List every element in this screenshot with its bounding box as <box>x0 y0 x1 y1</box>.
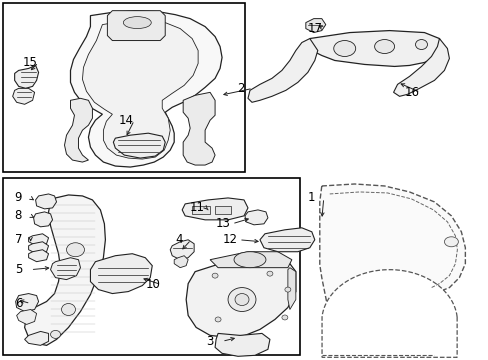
Polygon shape <box>215 333 269 356</box>
Polygon shape <box>305 19 325 32</box>
Polygon shape <box>186 260 295 337</box>
Polygon shape <box>29 234 48 246</box>
Bar <box>2 3 244 172</box>
Text: 16: 16 <box>404 86 419 99</box>
Polygon shape <box>170 240 194 260</box>
Polygon shape <box>29 250 48 262</box>
Text: 10: 10 <box>145 278 160 291</box>
Polygon shape <box>287 268 295 310</box>
Polygon shape <box>90 254 152 293</box>
Ellipse shape <box>235 293 248 306</box>
Text: 6: 6 <box>15 297 22 310</box>
Bar <box>215 206 230 214</box>
Bar <box>192 206 210 214</box>
Ellipse shape <box>415 40 427 50</box>
Polygon shape <box>64 98 92 162</box>
Polygon shape <box>13 88 35 104</box>
Ellipse shape <box>281 315 287 320</box>
Polygon shape <box>210 252 291 268</box>
Text: 17: 17 <box>307 22 322 35</box>
Polygon shape <box>393 39 448 96</box>
Text: 13: 13 <box>216 217 230 230</box>
Polygon shape <box>174 256 188 268</box>
Ellipse shape <box>227 288 255 311</box>
Ellipse shape <box>333 41 355 57</box>
Text: 5: 5 <box>15 263 22 276</box>
Polygon shape <box>24 332 48 345</box>
Polygon shape <box>182 198 247 220</box>
Text: 1: 1 <box>307 192 315 204</box>
Ellipse shape <box>444 237 457 247</box>
Polygon shape <box>322 270 456 357</box>
Polygon shape <box>107 11 165 41</box>
Ellipse shape <box>212 273 218 278</box>
Polygon shape <box>17 310 37 324</box>
Ellipse shape <box>234 252 265 268</box>
Polygon shape <box>36 194 57 209</box>
Text: 2: 2 <box>237 82 244 95</box>
Ellipse shape <box>374 40 394 54</box>
Text: 12: 12 <box>223 233 238 246</box>
Polygon shape <box>309 31 441 67</box>
Text: 14: 14 <box>118 114 133 127</box>
Polygon shape <box>113 133 165 158</box>
Bar <box>2 178 299 355</box>
Text: 11: 11 <box>190 201 205 215</box>
Ellipse shape <box>50 330 61 338</box>
Polygon shape <box>319 184 465 357</box>
Polygon shape <box>15 66 39 88</box>
Ellipse shape <box>215 317 221 322</box>
Ellipse shape <box>285 287 290 292</box>
Ellipse shape <box>266 271 272 276</box>
Polygon shape <box>260 228 314 252</box>
Text: 3: 3 <box>205 335 213 348</box>
Text: 15: 15 <box>22 56 38 69</box>
Polygon shape <box>244 210 267 225</box>
Ellipse shape <box>123 17 151 28</box>
Polygon shape <box>183 92 215 165</box>
Text: 9: 9 <box>15 192 22 204</box>
Polygon shape <box>82 21 198 159</box>
Polygon shape <box>24 195 105 345</box>
Text: 7: 7 <box>15 233 22 246</box>
Polygon shape <box>29 242 48 254</box>
Polygon shape <box>247 39 317 102</box>
Polygon shape <box>16 293 39 311</box>
Polygon shape <box>50 258 81 280</box>
Text: 8: 8 <box>15 210 22 222</box>
Text: 4: 4 <box>175 233 183 246</box>
Polygon shape <box>34 212 52 227</box>
Polygon shape <box>70 11 222 167</box>
Ellipse shape <box>61 303 75 315</box>
Ellipse shape <box>66 243 84 257</box>
